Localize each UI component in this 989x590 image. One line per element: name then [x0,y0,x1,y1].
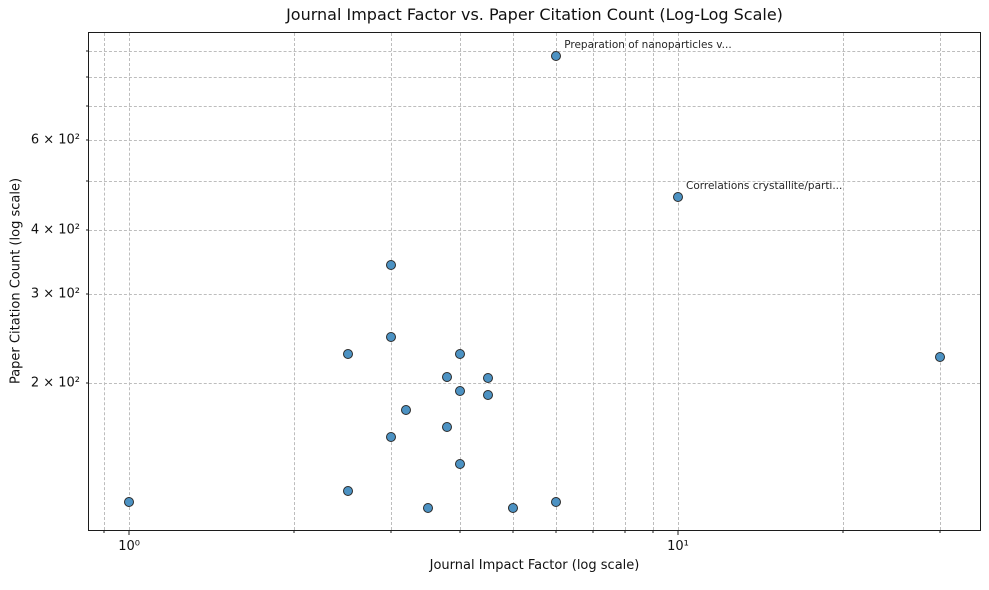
data-point [507,502,518,513]
y-tick-mark [86,229,89,231]
data-point [482,389,493,400]
y-tick-label: 4 × 10² [30,222,80,238]
x-tick-mark [459,530,461,533]
y-gridline [89,76,980,78]
data-point [551,50,562,61]
x-tick-mark [624,530,626,533]
data-point [934,352,945,363]
x-gridline [939,33,941,530]
y-tick-mark [86,76,89,78]
x-tick-mark [390,530,392,533]
data-point [386,431,397,442]
x-tick-mark [592,530,594,533]
data-point [454,386,465,397]
x-tick-mark [842,530,844,533]
data-point [386,260,397,271]
y-tick-mark [86,382,89,384]
data-point [551,496,562,507]
x-tick-label: 10⁰ [118,539,141,554]
y-gridline [89,106,980,108]
data-point [482,372,493,383]
x-gridline [391,33,393,530]
x-tick-mark [939,530,941,533]
data-point [422,502,433,513]
data-point [386,332,397,343]
y-tick-label: 2 × 10² [30,375,80,391]
x-tick-mark [128,530,130,535]
x-gridline [843,33,845,530]
point-annotation: Correlations crystallite/parti... [686,179,843,192]
y-tick-mark [86,293,89,295]
y-tick-label: 3 × 10² [30,286,80,302]
x-tick-mark [512,530,514,533]
x-tick-mark [555,530,557,533]
data-point [673,191,683,202]
y-tick-mark [86,50,89,52]
x-tick-mark [677,530,679,535]
y-tick-mark [86,139,89,141]
x-gridline [459,33,461,530]
data-point [454,458,465,469]
x-gridline [592,33,594,530]
data-point [124,496,135,507]
y-gridline [89,230,980,231]
point-annotation: Preparation of nanoparticles v... [564,38,732,51]
x-gridline [678,33,679,530]
y-tick-mark [86,105,89,107]
x-tick-mark [103,530,105,533]
plot-area: 10⁰ 10¹ 2 × 10² 3 × 10² 4 × 10² 6 × 10² Prepar… [31,32,981,554]
y-gridline [89,50,980,52]
x-gridline [129,33,131,530]
data-point [442,371,453,382]
data-point [442,422,453,433]
y-gridline [89,383,980,385]
y-tick-mark [86,180,89,182]
y-tick-label: 6 × 10² [30,132,80,148]
x-gridline [294,33,296,530]
data-point [342,349,353,360]
x-axis-label: Journal Impact Factor (log scale) [429,558,640,573]
data-point [342,485,353,496]
data-point [454,349,465,360]
y-axis-label: Paper Citation Count (log scale) [8,177,24,385]
x-tick-mark [293,530,295,533]
x-tick-mark [652,530,654,533]
x-tick-label: 10¹ [667,539,689,554]
x-gridline [624,33,626,530]
x-gridline [652,33,654,530]
y-gridline [89,180,980,182]
x-gridline [512,33,514,530]
x-gridline [104,33,106,530]
y-gridline [89,140,980,142]
data-point [401,405,412,416]
y-gridline [89,293,980,295]
x-gridline [556,33,558,530]
chart-title: Journal Impact Factor vs. Paper Citation… [286,5,783,24]
